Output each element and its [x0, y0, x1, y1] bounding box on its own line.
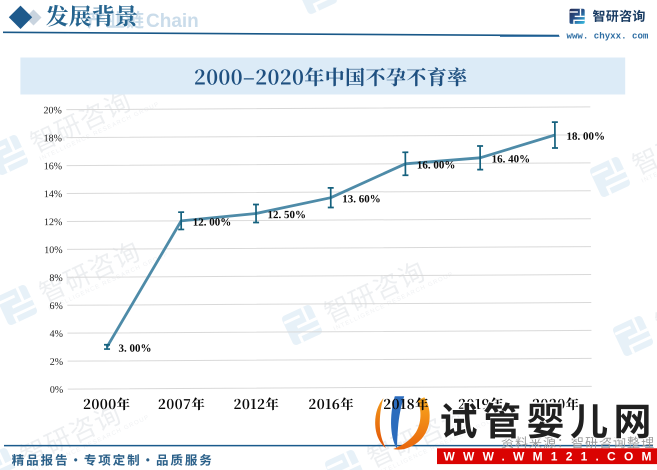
svg-text:16%: 16%: [44, 161, 62, 172]
svg-text:Chain: Chain: [146, 11, 199, 32]
svg-text:18%: 18%: [44, 133, 62, 144]
svg-text:2%: 2%: [50, 357, 63, 368]
svg-text:16. 40%: 16. 40%: [492, 153, 531, 165]
svg-text:8%: 8%: [49, 273, 62, 284]
svg-text:INTELLIGENCE RESEARCH GROUP: INTELLIGENCE RESEARCH GROUP: [48, 252, 170, 313]
svg-text:14%: 14%: [44, 189, 62, 200]
svg-text:INTELLIGENCE RESEARCH GROUP: INTELLIGENCE RESEARCH GROUP: [641, 124, 657, 185]
svg-text:INTELLIGENCE RESEARCH GROUP: INTELLIGENCE RESEARCH GROUP: [348, 0, 470, 2]
svg-text:12. 00%: 12. 00%: [193, 216, 232, 228]
svg-text:12%: 12%: [44, 217, 62, 228]
svg-text:6%: 6%: [49, 301, 62, 312]
svg-text:INTELLIGENCE RESEARCH GROUP: INTELLIGENCE RESEARCH GROUP: [333, 272, 455, 333]
svg-text:13. 60%: 13. 60%: [342, 193, 381, 205]
svg-text:4%: 4%: [50, 329, 63, 340]
svg-text:16. 00%: 16. 00%: [417, 159, 456, 171]
svg-text:0%: 0%: [50, 385, 63, 396]
svg-text:12. 50%: 12. 50%: [268, 209, 307, 221]
svg-text:10%: 10%: [44, 245, 62, 256]
svg-text:3. 00%: 3. 00%: [119, 343, 152, 355]
svg-text:20%: 20%: [43, 105, 61, 116]
svg-text:18. 00%: 18. 00%: [566, 131, 605, 143]
svg-text:www. chyxx. com: www. chyxx. com: [567, 31, 649, 42]
